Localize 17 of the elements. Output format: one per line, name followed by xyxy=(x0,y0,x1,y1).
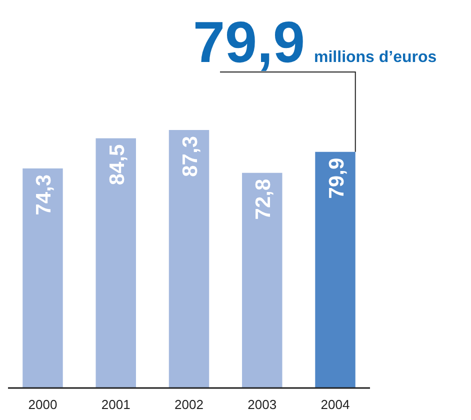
bar xyxy=(168,130,210,388)
x-tick-label: 2002 xyxy=(174,397,204,412)
bar xyxy=(242,172,282,388)
y-axis-title: millions d’euros xyxy=(314,49,437,66)
annotation: 79,9 xyxy=(193,10,306,75)
x-tick-label: 2001 xyxy=(101,397,130,412)
data-label: 87,3 xyxy=(179,136,202,177)
data-label: 84,5 xyxy=(106,144,129,186)
data-label: 79,9 xyxy=(325,158,348,199)
data-label: 72,8 xyxy=(252,178,276,220)
data-label: 74,3 xyxy=(32,174,56,216)
x-tick-label: 2000 xyxy=(28,397,58,412)
x-tick-label: 2004 xyxy=(320,397,350,412)
x-tick-label: 2003 xyxy=(248,397,277,412)
bar xyxy=(96,138,136,388)
bar xyxy=(22,168,63,388)
bar xyxy=(315,152,356,388)
